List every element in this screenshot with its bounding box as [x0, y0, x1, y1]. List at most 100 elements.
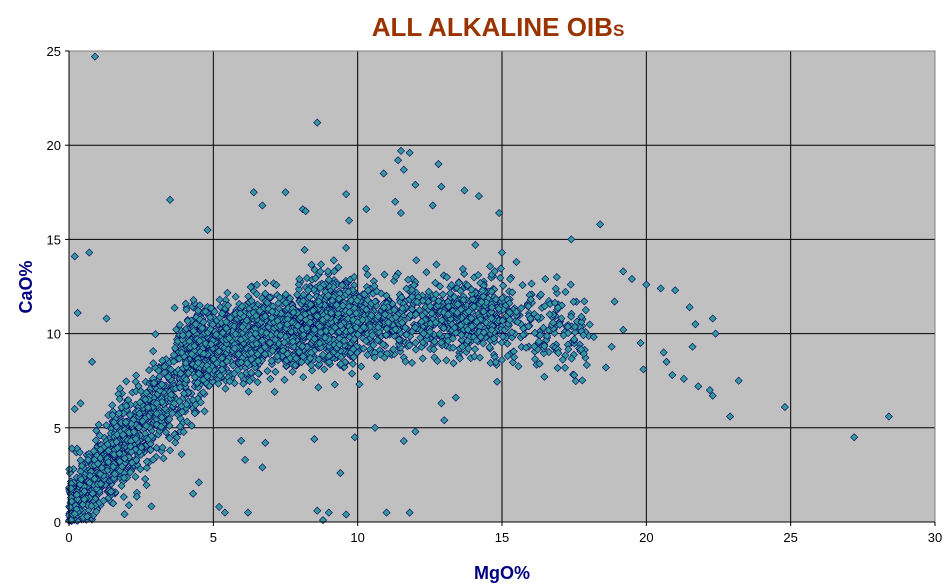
data-point	[444, 336, 453, 345]
data-point	[458, 265, 467, 274]
data-point	[120, 473, 129, 482]
data-point	[417, 342, 426, 351]
data-point	[359, 344, 368, 353]
data-point	[541, 274, 550, 283]
data-point	[462, 317, 471, 326]
data-point	[108, 411, 117, 420]
data-point	[440, 416, 449, 425]
data-point	[125, 410, 135, 420]
data-point	[533, 312, 542, 322]
data-point	[261, 312, 270, 321]
data-point	[458, 342, 467, 351]
data-point	[99, 496, 108, 505]
data-point	[147, 502, 156, 511]
data-point	[172, 325, 181, 334]
data-point	[158, 356, 167, 365]
data-point	[671, 286, 680, 295]
data-point	[570, 322, 579, 331]
y-tick-label: 0	[54, 515, 61, 530]
data-point	[231, 292, 240, 301]
data-point	[210, 307, 219, 316]
data-point	[510, 353, 519, 362]
data-point	[313, 118, 322, 127]
data-point	[157, 422, 166, 431]
data-point	[94, 420, 103, 429]
data-point	[363, 295, 372, 305]
data-point	[418, 296, 427, 305]
data-point	[327, 327, 336, 336]
data-point	[524, 322, 533, 331]
data-point	[147, 432, 156, 441]
data-point	[182, 305, 191, 314]
data-point	[238, 323, 247, 332]
data-point	[299, 352, 308, 361]
data-point	[141, 474, 150, 484]
data-point	[241, 455, 250, 464]
data-point	[431, 278, 440, 287]
data-point	[103, 466, 112, 475]
data-point	[138, 417, 147, 426]
data-point	[115, 394, 124, 404]
data-point	[485, 343, 494, 352]
data-point	[433, 356, 442, 365]
data-point	[313, 506, 322, 515]
data-point	[113, 430, 122, 439]
data-point	[408, 292, 417, 301]
data-point	[102, 314, 111, 323]
data-point	[104, 457, 113, 467]
data-point	[149, 455, 158, 464]
data-point	[412, 256, 421, 265]
data-point	[199, 349, 208, 358]
data-point	[131, 434, 140, 443]
data-point	[530, 342, 539, 351]
data-point	[198, 324, 207, 333]
data-point	[178, 407, 187, 416]
data-point	[135, 398, 145, 407]
data-point	[122, 401, 131, 410]
data-point	[426, 302, 435, 311]
data-point	[323, 313, 332, 322]
data-point	[208, 320, 217, 329]
data-point	[288, 337, 297, 346]
data-point	[475, 353, 484, 362]
data-point	[490, 267, 499, 276]
data-point	[155, 386, 164, 395]
data-point	[469, 302, 478, 311]
data-point	[499, 281, 508, 290]
data-point	[401, 357, 410, 366]
data-point	[323, 267, 332, 276]
data-point	[373, 336, 382, 345]
data-point	[115, 457, 124, 466]
data-point	[122, 377, 131, 386]
data-point	[149, 347, 158, 356]
data-point	[244, 387, 253, 396]
data-point	[464, 344, 473, 353]
data-point	[850, 433, 859, 442]
data-point	[456, 286, 465, 295]
data-point	[380, 270, 389, 279]
data-point	[126, 468, 135, 477]
data-point	[470, 352, 479, 361]
data-point	[142, 457, 151, 466]
data-point	[411, 345, 420, 354]
data-point	[127, 458, 137, 467]
data-point	[134, 423, 143, 432]
data-point	[190, 409, 199, 418]
data-point	[280, 375, 289, 384]
data-point	[255, 306, 264, 315]
data-point	[455, 354, 464, 363]
data-point	[106, 487, 115, 496]
data-point	[402, 330, 411, 339]
data-point	[152, 443, 161, 452]
data-point	[247, 355, 256, 364]
data-point	[353, 330, 362, 339]
data-point	[460, 186, 469, 195]
data-point	[132, 492, 141, 501]
data-point	[278, 346, 287, 355]
data-point	[76, 399, 85, 408]
data-point	[308, 366, 317, 375]
data-point	[391, 325, 400, 334]
data-point	[225, 334, 234, 343]
data-point	[271, 367, 280, 376]
